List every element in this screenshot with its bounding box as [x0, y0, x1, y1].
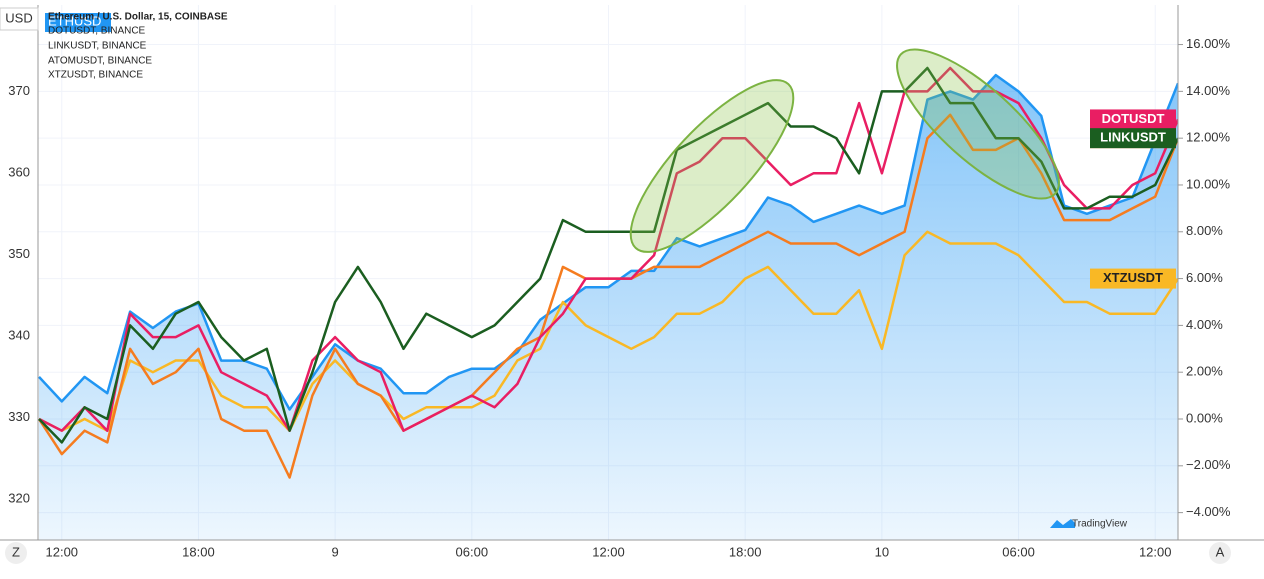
- line: [38, 66, 1178, 444]
- plot: [38, 66, 1178, 540]
- x-tick-label: 10: [875, 544, 889, 559]
- legend-entry: XTZUSDT, BINANCE: [48, 70, 143, 81]
- legend-entry: DOTUSDT, BINANCE: [48, 26, 146, 37]
- y2-tick-label: −2.00%: [1186, 457, 1231, 472]
- series-badge: [1090, 128, 1176, 149]
- button[interactable]: [1209, 542, 1231, 564]
- series-badge: [1090, 109, 1176, 130]
- y-tick-label: 320: [8, 491, 30, 506]
- currency-box: [0, 7, 39, 31]
- line: [38, 73, 1178, 411]
- legend-title: Ethereum / U.S. Dollar, 15, COINBASE: [48, 12, 228, 23]
- y2-tick-label: 2.00%: [1186, 364, 1223, 379]
- line: [38, 230, 1178, 432]
- y-tick-label: 350: [8, 246, 30, 261]
- x-tick-label: 18:00: [729, 544, 762, 559]
- button-label[interactable]: A: [1216, 544, 1225, 559]
- y2-tick-label: 12.00%: [1186, 130, 1231, 145]
- x-tick-label: 12:00: [1139, 544, 1172, 559]
- button[interactable]: [5, 542, 27, 564]
- x-tick-label: 12:00: [592, 544, 625, 559]
- series-badge-label: DOTUSDT: [1102, 111, 1165, 126]
- y2-tick-label: −4.00%: [1186, 504, 1231, 519]
- watermark-logo: [1050, 519, 1075, 528]
- legend-entry: ATOMUSDT, BINANCE: [48, 56, 152, 67]
- y2-tick-label: 0.00%: [1186, 410, 1223, 425]
- legend-entry: LINKUSDT, BINANCE: [48, 41, 147, 52]
- y-tick-label: 340: [8, 328, 30, 343]
- series-badge-label: ETHUSD: [48, 13, 101, 28]
- series-badge-label: XTZUSDT: [1103, 270, 1163, 285]
- y2-tick-label: 10.00%: [1186, 176, 1231, 191]
- x-tick-label: 18:00: [182, 544, 215, 559]
- highlight-ellipse: [629, 79, 795, 253]
- x-tick-label: 06:00: [1002, 544, 1035, 559]
- y-tick-label: 330: [8, 409, 30, 424]
- area: [39, 75, 1178, 540]
- y-tick-label: 370: [8, 83, 30, 98]
- highlight-ellipse: [896, 48, 1060, 200]
- currency-label: USD: [5, 10, 32, 25]
- x-tick-label: 12:00: [46, 544, 79, 559]
- series-badge-label: LINKUSDT: [1100, 130, 1166, 145]
- y2-tick-label: 6.00%: [1186, 270, 1223, 285]
- x-tick-label: 06:00: [456, 544, 489, 559]
- button-label[interactable]: Z: [12, 544, 20, 559]
- y2-tick-label: 8.00%: [1186, 223, 1223, 238]
- y2-tick-label: 16.00%: [1186, 36, 1231, 51]
- x-tick-label: 9: [332, 544, 339, 559]
- series-badge: [45, 13, 111, 32]
- y2-tick-label: 4.00%: [1186, 317, 1223, 332]
- y-tick-label: 360: [8, 164, 30, 179]
- series-badge: [1090, 268, 1176, 289]
- y2-tick-label: 14.00%: [1186, 83, 1231, 98]
- watermark: TradingView: [1072, 519, 1128, 530]
- line: [38, 66, 1178, 432]
